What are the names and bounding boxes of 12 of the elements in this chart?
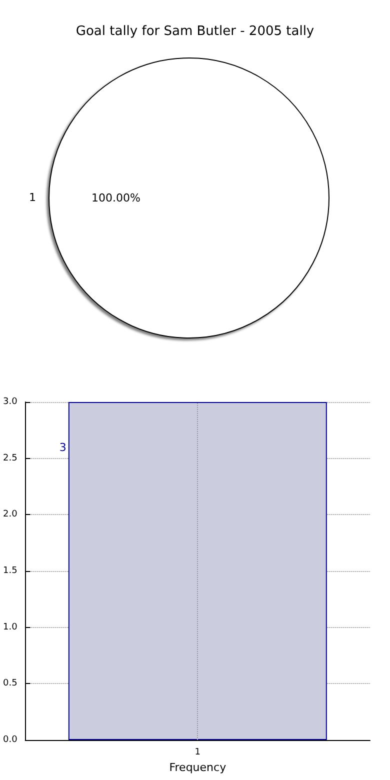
y-tick-label: 1.5 [2,566,18,576]
y-tick-label: 0.0 [2,735,18,745]
data-label: 3 [59,441,66,454]
y-tick-label: 0.5 [2,678,18,689]
slice-label: 1 [29,191,36,204]
y-tick-label: 1.0 [2,622,18,632]
data-label: 100.00% [92,192,140,204]
y-tick-label: 3.0 [2,397,18,407]
y-tick-label: 2.0 [2,510,18,520]
x-axis-title: Frequency [169,760,227,774]
y-tick-label: 2.5 [2,453,18,464]
chart-title: Goal tally for Sam Butler - 2005 tally [76,24,314,39]
